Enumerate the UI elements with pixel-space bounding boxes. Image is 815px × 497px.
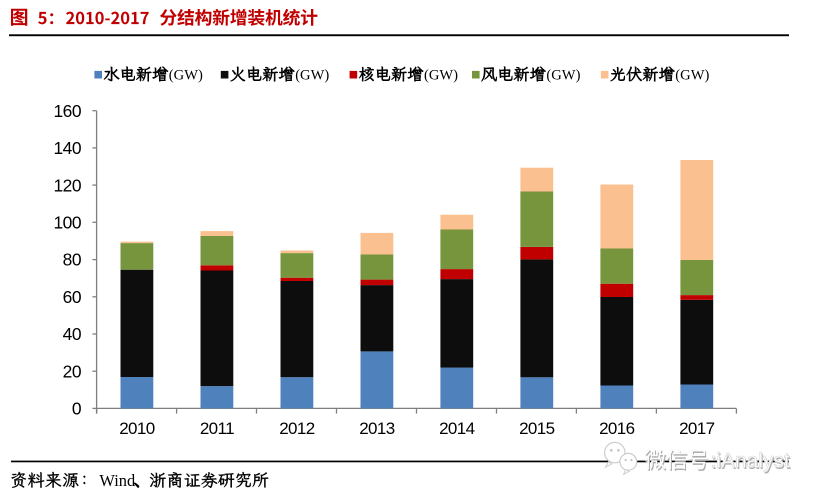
svg-text:100: 100 xyxy=(53,213,81,233)
svg-text:(GW): (GW) xyxy=(675,68,709,84)
svg-text::iAnalyst: :iAnalyst xyxy=(711,450,791,473)
svg-text:120: 120 xyxy=(53,175,81,195)
svg-text:40: 40 xyxy=(63,324,81,344)
svg-text:2016: 2016 xyxy=(599,419,635,438)
svg-text:(GW): (GW) xyxy=(424,68,458,84)
svg-text:2015: 2015 xyxy=(519,419,555,438)
svg-text::iAnalyst: :iAnalyst xyxy=(711,450,791,473)
svg-text:0: 0 xyxy=(72,399,81,419)
svg-text::iAnalyst: :iAnalyst xyxy=(712,451,792,474)
svg-text:(GW): (GW) xyxy=(169,68,203,84)
svg-text:60: 60 xyxy=(63,287,81,307)
svg-text:160: 160 xyxy=(53,101,81,121)
svg-text:Wind: Wind xyxy=(99,471,135,490)
svg-text:2010: 2010 xyxy=(119,419,155,438)
svg-text:80: 80 xyxy=(63,250,81,270)
svg-text:(GW): (GW) xyxy=(546,68,580,84)
svg-text:2017: 2017 xyxy=(679,419,715,438)
svg-text:140: 140 xyxy=(53,138,81,158)
svg-text:2014: 2014 xyxy=(439,419,475,438)
svg-text:2012: 2012 xyxy=(279,419,315,438)
svg-text:(GW): (GW) xyxy=(295,68,329,84)
svg-text:2011: 2011 xyxy=(200,419,234,438)
svg-text:2013: 2013 xyxy=(359,419,395,438)
svg-text:20: 20 xyxy=(63,361,81,381)
